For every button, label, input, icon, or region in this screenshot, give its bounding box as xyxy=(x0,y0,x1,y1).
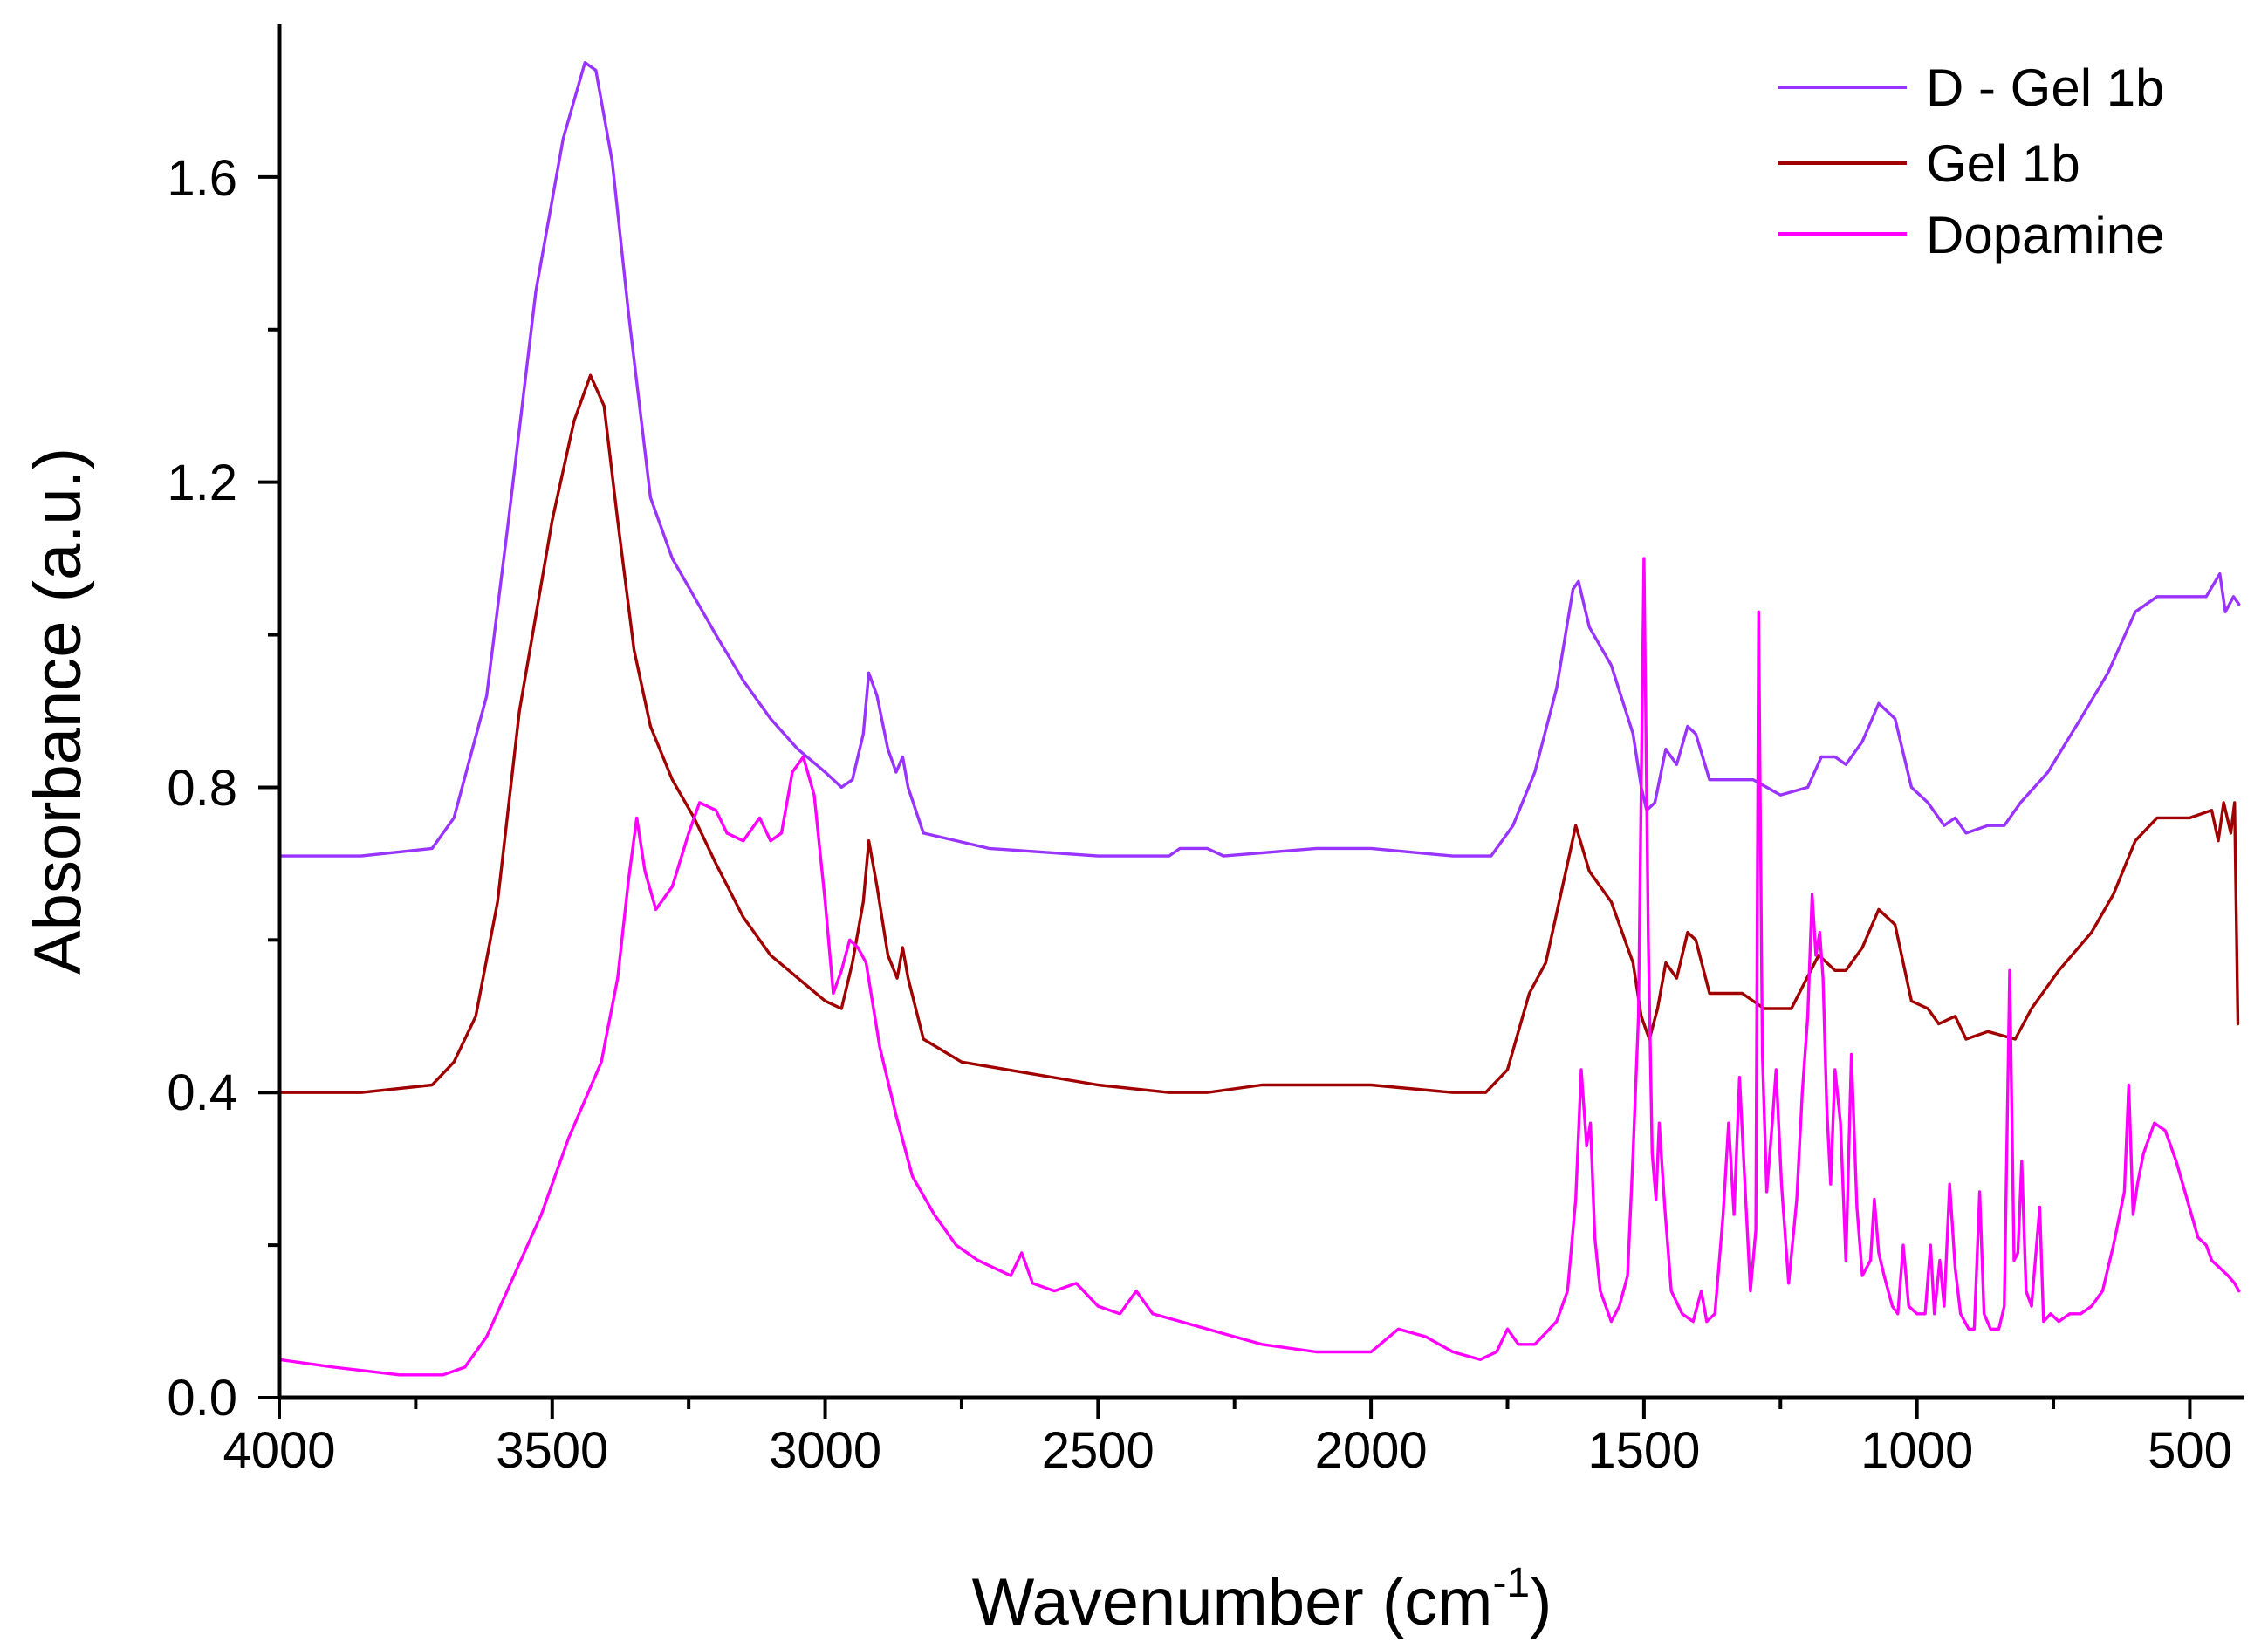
x-axis-title: Wavenumber (cm-1) xyxy=(972,1560,1552,1639)
x-tick-label-3500: 3500 xyxy=(496,1422,608,1479)
x-axis-title-close: ) xyxy=(1530,1565,1552,1639)
x-tick-label-1500: 1500 xyxy=(1587,1422,1700,1479)
series-line-dopamine xyxy=(278,557,2241,1377)
x-tick-label-4000: 4000 xyxy=(223,1422,335,1479)
x-tick-label-2500: 2500 xyxy=(1042,1422,1155,1479)
y-axis-title: Absorbance (a.u.) xyxy=(21,448,95,975)
y-tick-label-1.6: 1.6 xyxy=(167,150,237,207)
x-tick-labels: 4000 3500 3000 2500 2000 1500 1000 500 xyxy=(223,1422,2231,1479)
x-axis-title-superscript: -1 xyxy=(1492,1560,1530,1606)
x-tick-label-500: 500 xyxy=(2148,1422,2232,1479)
x-tick-label-1000: 1000 xyxy=(1860,1422,1973,1479)
x-tick-label-3000: 3000 xyxy=(769,1422,881,1479)
legend-label-dopamine: Dopamine xyxy=(1926,206,2165,264)
tick-layer xyxy=(258,174,2192,1419)
y-tick-label-0.8: 0.8 xyxy=(167,760,237,817)
y-tick-label-0.0: 0.0 xyxy=(167,1370,237,1427)
y-tick-labels: 0.0 0.4 0.8 1.2 1.6 xyxy=(167,150,237,1427)
series-layer xyxy=(278,61,2241,1377)
x-axis-title-text: Wavenumber (cm xyxy=(972,1565,1493,1639)
legend-label-d-gel-1b: D - Gel 1b xyxy=(1926,58,2164,117)
series-line-d-gel-1b xyxy=(278,61,2241,858)
series-line-gel-1b xyxy=(278,373,2240,1094)
x-tick-label-2000: 2000 xyxy=(1315,1422,1428,1479)
y-tick-label-1.2: 1.2 xyxy=(167,455,237,511)
legend: D - Gel 1b Gel 1b Dopamine xyxy=(1778,58,2165,264)
axes xyxy=(258,24,2244,1419)
y-tick-label-0.4: 0.4 xyxy=(167,1064,237,1121)
legend-label-gel-1b: Gel 1b xyxy=(1926,134,2080,193)
